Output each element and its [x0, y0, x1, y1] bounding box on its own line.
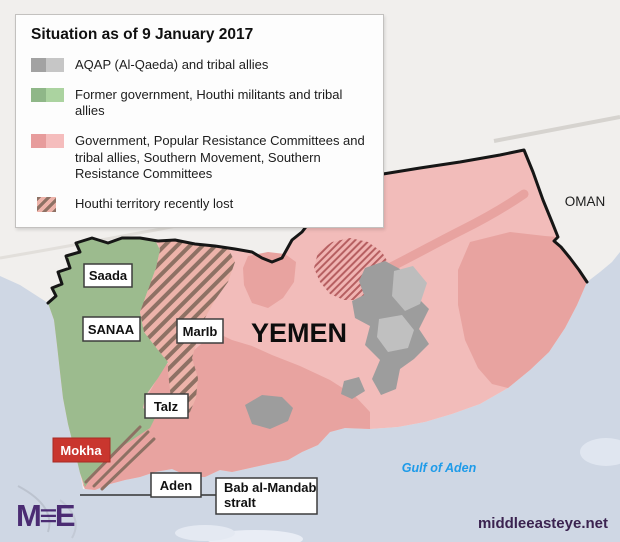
aqap-territory-region	[341, 377, 365, 399]
country-label-oman: OMAN	[565, 194, 606, 209]
legend-panel: Situation as of 9 January 2017 AQAP (Al-…	[15, 14, 384, 229]
legend-title: Situation as of 9 January 2017	[31, 26, 254, 43]
city-label-aden: Aden	[150, 472, 202, 498]
government-territory-shade	[83, 332, 370, 490]
hatch-color-swatch	[37, 196, 56, 212]
sea-region	[0, 252, 620, 542]
sea-texture-line	[17, 485, 51, 533]
aqap-territory-region-light	[377, 315, 414, 352]
sea-cloud	[175, 525, 235, 541]
government-color-swatch	[31, 133, 64, 148]
city-label-mokha: Mokha	[52, 437, 111, 463]
aqap-territory-region-light	[392, 266, 427, 311]
houthi-territory-region	[48, 238, 168, 487]
strait-label-bab-al-mandab: Bab al-Mandab straIt	[215, 477, 318, 515]
aqap-color-swatch	[31, 58, 64, 72]
city-label-saada: Saada	[83, 263, 133, 288]
water-label-gulf-of-aden: Gulf of Aden	[402, 461, 477, 475]
svg-text:Bab al-Mandab: Bab al-Mandab	[224, 480, 317, 495]
yemen-border-line	[46, 148, 589, 305]
legend-item-label: Houthi territory recently lost	[75, 195, 234, 211]
government-territory-shade-band	[380, 189, 529, 275]
legend-item-label: Government, Popular Resistance Committee…	[75, 132, 365, 182]
svg-text:Mokha: Mokha	[60, 443, 102, 458]
svg-text:TaIz: TaIz	[154, 399, 179, 414]
government-territory-shade	[458, 232, 587, 388]
legend-item-label: Former government, Houthi militants and …	[75, 86, 343, 119]
sea-cloud	[580, 438, 620, 466]
svg-text:Aden: Aden	[160, 478, 193, 493]
legend-item-aqap: AQAP (Al-Qaeda) and tribal allies	[31, 57, 369, 74]
svg-text:MarIb: MarIb	[183, 324, 218, 339]
mee-logo: M≡E	[16, 498, 76, 533]
legend-item-government: Government, Popular Resistance Committee…	[31, 133, 369, 183]
svg-text:SANAA: SANAA	[88, 322, 135, 337]
city-label-marib: MarIb	[176, 318, 224, 344]
city-label-taiz: TaIz	[144, 393, 189, 419]
legend-item-recently-lost: Houthi territory recently lost	[31, 196, 369, 213]
svg-text:straIt: straIt	[224, 495, 256, 510]
oman-road-line	[493, 115, 620, 143]
legend-item-label: AQAP (Al-Qaeda) and tribal allies	[75, 57, 269, 72]
sea-texture-line	[59, 499, 77, 539]
svg-text:Saada: Saada	[89, 268, 128, 283]
country-label-yemen: YEMEN	[251, 318, 347, 348]
legend-item-houthi: Former government, Houthi militants and …	[31, 87, 369, 120]
aqap-territory-region	[245, 395, 293, 429]
attribution-text: middleeasteye.net	[477, 515, 608, 532]
government-territory-shade	[243, 252, 296, 308]
city-label-sanaa: SANAA	[82, 316, 141, 342]
houthi-color-swatch	[31, 87, 64, 102]
recently-lost-coastal-stripes	[84, 425, 156, 491]
